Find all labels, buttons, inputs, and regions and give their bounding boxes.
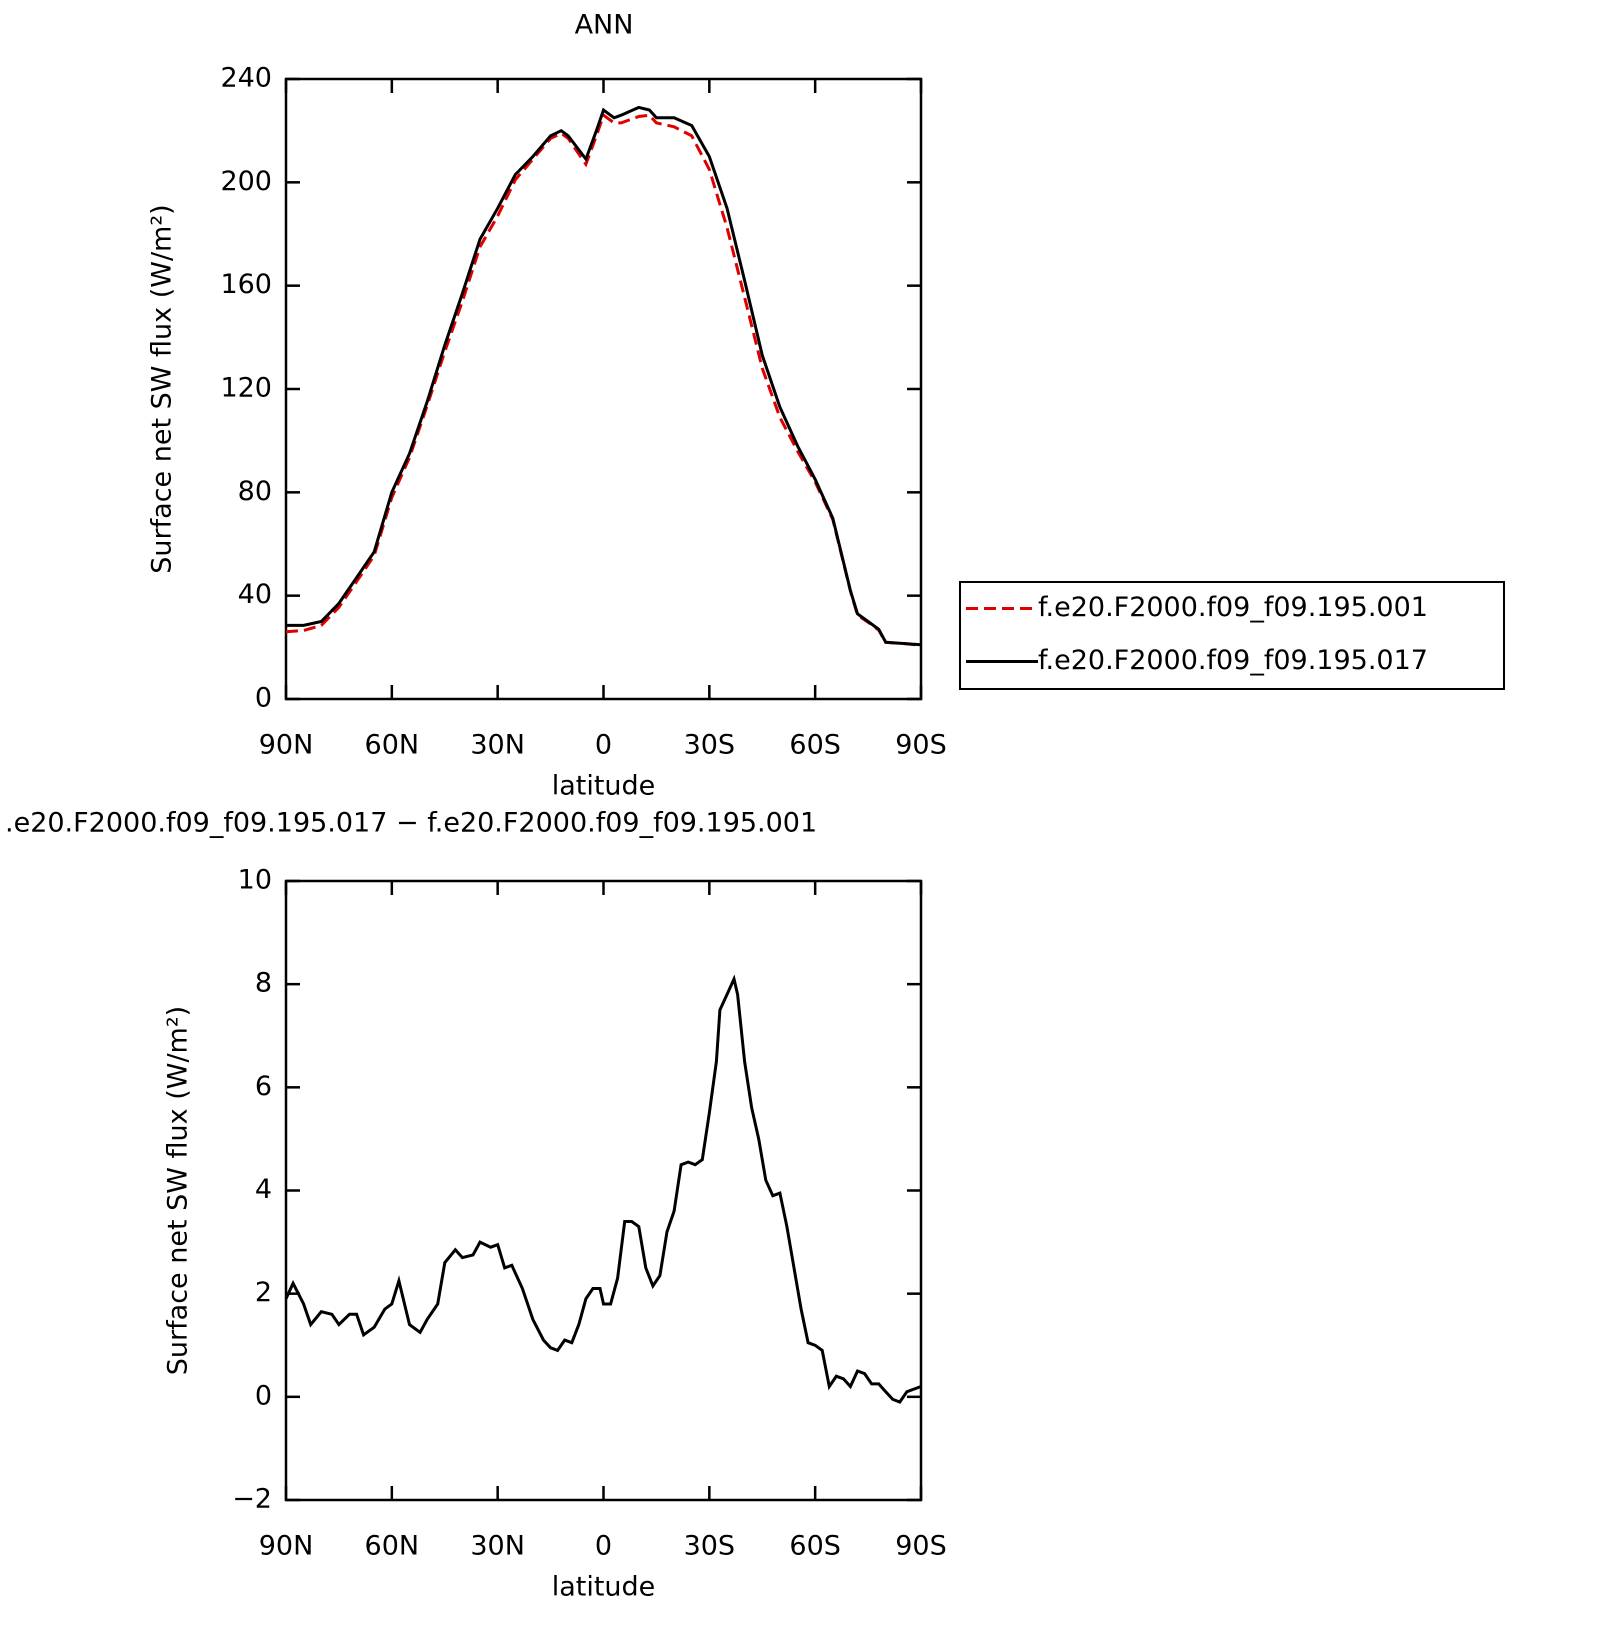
x-axis-label: latitude: [552, 771, 656, 802]
plot-frame: [284, 77, 923, 701]
y-axis-label: Surface net SW flux (W/m²): [163, 1006, 194, 1375]
x-tick-label: 90S: [895, 1531, 947, 1562]
data-line: [285, 112, 922, 647]
legend-label: f.e20.F2000.f09_f09.195.001: [1038, 592, 1428, 623]
x-tick-label: 30S: [684, 730, 736, 761]
chart-title: .e20.F2000.f09_f09.195.017 − f.e20.F2000…: [5, 808, 817, 839]
legend-label: f.e20.F2000.f09_f09.195.017: [1038, 645, 1428, 676]
y-tick-label: 40: [238, 579, 272, 610]
x-tick-label: 30S: [684, 1531, 736, 1562]
y-tick-label: 2: [255, 1277, 272, 1308]
chart-title: ANN: [575, 10, 634, 41]
y-tick-label: 120: [220, 373, 272, 404]
y-axis-label: Surface net SW flux (W/m²): [147, 204, 178, 573]
x-tick-label: 30N: [470, 1531, 525, 1562]
x-axis-label: latitude: [552, 1572, 656, 1603]
x-tick-label: 90N: [259, 730, 314, 761]
y-tick-label: 80: [238, 476, 272, 507]
x-tick-label: 30N: [470, 730, 525, 761]
y-tick-label: 6: [255, 1071, 272, 1102]
x-tick-label: 60S: [789, 730, 841, 761]
x-tick-label: 0: [595, 730, 612, 761]
x-tick-label: 60N: [365, 1531, 420, 1562]
y-tick-label: 10: [238, 865, 272, 896]
y-tick-label: 4: [255, 1174, 272, 1205]
data-line: [284, 974, 922, 1404]
x-tick-label: 60N: [365, 730, 420, 761]
x-tick-label: 60S: [789, 1531, 841, 1562]
y-tick-label: 160: [220, 269, 272, 300]
y-tick-label: −2: [232, 1484, 272, 1515]
y-tick-label: 0: [255, 683, 272, 714]
legend-box: [959, 581, 1505, 690]
x-tick-label: 0: [595, 1531, 612, 1562]
y-tick-label: 8: [255, 968, 272, 999]
y-tick-label: 0: [255, 1380, 272, 1411]
x-tick-label: 90N: [259, 1531, 314, 1562]
x-tick-label: 90S: [895, 730, 947, 761]
data-line: [286, 105, 922, 647]
y-tick-label: 200: [220, 166, 272, 197]
plot-frame: [284, 879, 923, 1502]
y-tick-label: 240: [220, 63, 272, 94]
